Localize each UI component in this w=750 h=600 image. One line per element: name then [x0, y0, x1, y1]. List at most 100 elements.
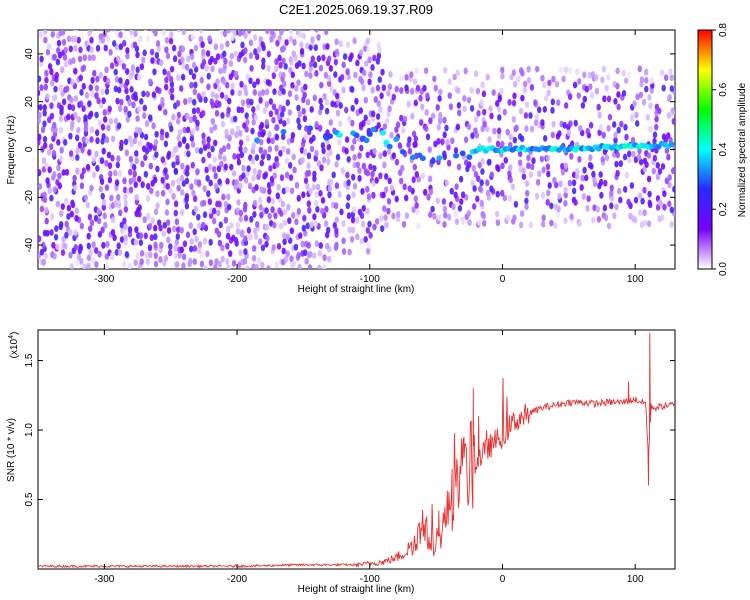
- heatmap-cell: [394, 158, 400, 166]
- heatmap-ridge-point: [307, 125, 314, 131]
- heatmap-cell: [79, 89, 84, 96]
- heatmap-cell: [104, 184, 110, 192]
- heatmap-cell: [66, 213, 71, 220]
- heatmap-cell: [251, 255, 257, 262]
- heatmap-cell: [669, 206, 674, 214]
- heatmap-cell: [284, 171, 290, 179]
- heatmap-cell: [91, 156, 97, 164]
- heatmap-cell: [614, 160, 619, 168]
- heatmap-cell: [210, 145, 215, 153]
- heatmap-cell: [274, 144, 279, 152]
- heatmap-cell: [292, 38, 297, 46]
- heatmap-cell: [115, 30, 120, 38]
- y-tick-label: 1.0: [24, 423, 35, 437]
- heatmap-cell: [287, 217, 292, 225]
- heatmap-cell: [128, 168, 133, 176]
- x-tick-label: 100: [627, 274, 644, 285]
- heatmap-cell: [176, 30, 181, 33]
- heatmap-cell: [432, 212, 437, 220]
- heatmap-cell: [181, 262, 186, 269]
- heatmap-cell: [116, 155, 121, 163]
- heatmap-cell: [274, 65, 279, 73]
- heatmap-cell: [124, 87, 129, 95]
- heatmap-cell: [133, 181, 138, 189]
- heatmap-cell: [395, 121, 401, 129]
- heatmap-cell: [281, 247, 286, 255]
- heatmap-cell: [49, 229, 54, 236]
- heatmap-cell: [526, 76, 532, 84]
- heatmap-cell: [389, 131, 394, 139]
- heatmap-cell: [202, 185, 207, 193]
- heatmap-cell: [217, 239, 223, 247]
- heatmap-cell: [261, 62, 266, 70]
- heatmap-cell: [666, 132, 671, 140]
- heatmap-cell: [447, 78, 452, 85]
- heatmap-cell: [359, 237, 364, 245]
- heatmap-ridge-point: [393, 136, 400, 142]
- heatmap-cell: [73, 111, 78, 119]
- heatmap-cell: [584, 85, 589, 93]
- heatmap-cell: [226, 193, 231, 201]
- heatmap-cell: [38, 112, 42, 119]
- heatmap-cell: [432, 75, 437, 83]
- heatmap-cell: [462, 95, 467, 102]
- heatmap-cell: [402, 183, 407, 191]
- heatmap-cell: [248, 39, 254, 47]
- heatmap-cell: [161, 30, 166, 37]
- heatmap-cell: [78, 74, 84, 82]
- heatmap-cell: [353, 71, 358, 79]
- heatmap-cell: [81, 167, 87, 175]
- heatmap-cell: [119, 139, 124, 147]
- heatmap-cell: [59, 155, 64, 163]
- heatmap-cell: [334, 216, 339, 224]
- heatmap-cell: [185, 164, 190, 172]
- heatmap-cell: [415, 208, 420, 216]
- heatmap-cell: [213, 57, 218, 65]
- heatmap-cell: [394, 195, 399, 203]
- heatmap-cell: [249, 98, 254, 106]
- heatmap-cell: [76, 36, 81, 44]
- heatmap-cell: [88, 225, 93, 233]
- heatmap-cell: [360, 78, 365, 85]
- heatmap-cell: [562, 121, 567, 129]
- heatmap-cell: [129, 140, 134, 148]
- heatmap-cell: [188, 222, 193, 230]
- heatmap-cell: [113, 169, 118, 177]
- heatmap-cell: [584, 174, 589, 182]
- heatmap-cell: [604, 84, 609, 92]
- heatmap-cell: [306, 169, 312, 177]
- heatmap-cell: [619, 120, 624, 128]
- heatmap-cell: [530, 163, 535, 171]
- heatmap-cell: [125, 68, 130, 75]
- heatmap-cell: [499, 88, 504, 95]
- heatmap-cell: [42, 120, 47, 128]
- heatmap-cell: [552, 176, 557, 184]
- heatmap-cell: [654, 115, 659, 123]
- heatmap-cell: [217, 178, 222, 186]
- heatmap-cell: [246, 226, 252, 234]
- heatmap-cell: [475, 87, 481, 95]
- heatmap-cell: [357, 167, 362, 175]
- heatmap-cell: [557, 192, 562, 200]
- heatmap-cell: [412, 163, 417, 171]
- heatmap-cell: [261, 57, 266, 65]
- colorbar-tick-label: 0.2: [718, 202, 729, 216]
- heatmap-cell: [387, 177, 392, 185]
- heatmap-cell: [68, 251, 73, 259]
- heatmap-cell: [333, 58, 339, 66]
- heatmap-cell: [145, 195, 151, 203]
- heatmap-cell: [246, 165, 251, 173]
- heatmap-cell: [594, 74, 599, 81]
- heatmap-cell: [372, 147, 377, 155]
- heatmap-cell: [81, 82, 87, 90]
- heatmap-cell: [133, 239, 138, 246]
- heatmap-cell: [303, 177, 309, 185]
- heatmap-cell: [303, 249, 308, 256]
- heatmap-ridge-point: [429, 158, 436, 164]
- heatmap-cell: [49, 194, 54, 202]
- heatmap-cell: [277, 207, 282, 215]
- heatmap-cell: [359, 212, 365, 220]
- heatmap-cell: [648, 102, 653, 110]
- heatmap-cell: [85, 163, 91, 171]
- heatmap-cell: [38, 31, 44, 39]
